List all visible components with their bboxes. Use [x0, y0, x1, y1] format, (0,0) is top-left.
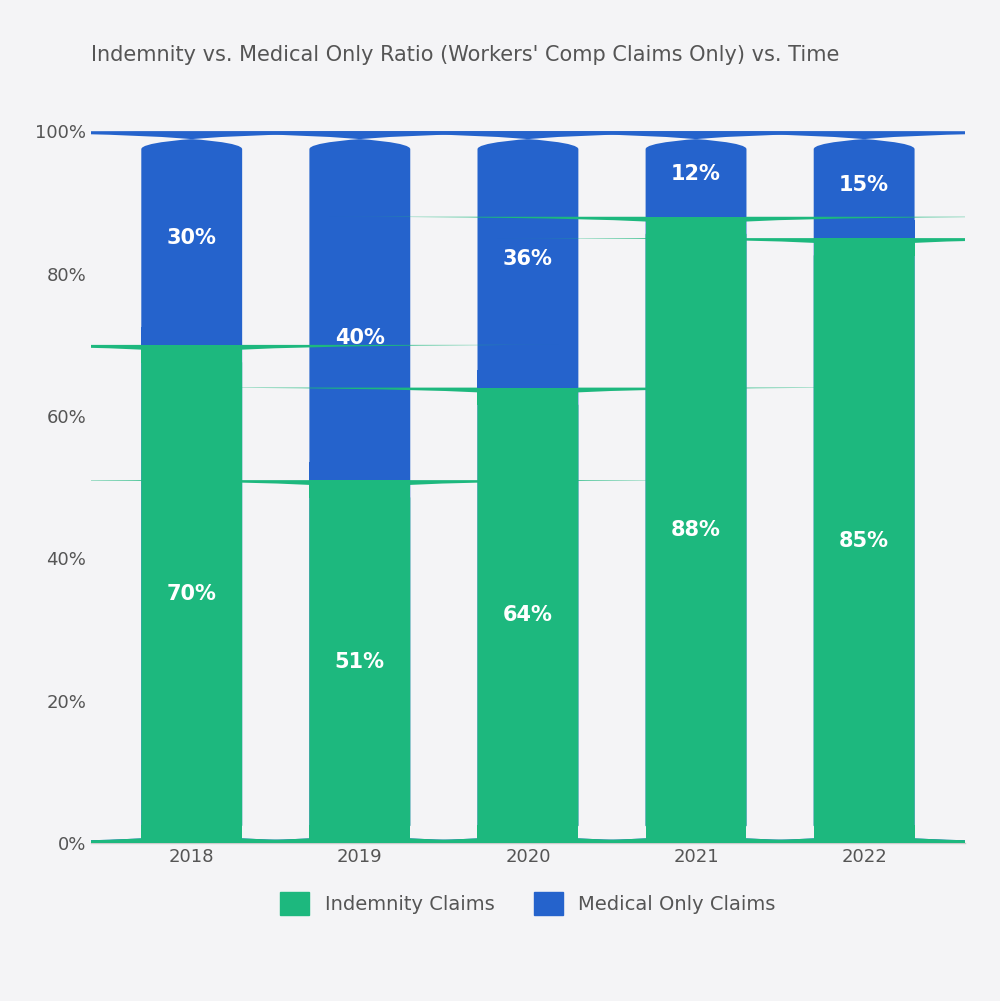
Bar: [646, 199, 746, 217]
Text: 40%: 40%: [335, 327, 385, 347]
FancyBboxPatch shape: [0, 480, 730, 843]
Text: 36%: 36%: [503, 249, 553, 269]
Text: 88%: 88%: [671, 520, 721, 540]
Bar: [141, 327, 242, 345]
Text: 51%: 51%: [335, 652, 385, 672]
FancyBboxPatch shape: [158, 131, 898, 843]
Text: 12%: 12%: [671, 164, 721, 184]
Bar: [477, 387, 578, 405]
Text: Indemnity vs. Medical Only Ratio (Workers' Comp Claims Only) vs. Time: Indemnity vs. Medical Only Ratio (Worker…: [91, 45, 839, 65]
FancyBboxPatch shape: [0, 131, 562, 843]
FancyBboxPatch shape: [326, 217, 1000, 843]
Text: 85%: 85%: [839, 531, 889, 551]
Bar: [646, 217, 746, 234]
FancyBboxPatch shape: [494, 238, 1000, 843]
Bar: [309, 480, 410, 497]
FancyBboxPatch shape: [0, 131, 730, 843]
FancyBboxPatch shape: [494, 131, 1000, 843]
Bar: [141, 826, 242, 843]
Bar: [141, 345, 242, 362]
Text: 30%: 30%: [167, 228, 217, 248]
Bar: [309, 826, 410, 843]
Bar: [309, 462, 410, 480]
Text: 70%: 70%: [167, 584, 217, 604]
Bar: [814, 220, 915, 238]
Bar: [477, 826, 578, 843]
FancyBboxPatch shape: [326, 131, 1000, 843]
FancyBboxPatch shape: [158, 387, 898, 843]
Legend: Indemnity Claims, Medical Only Claims: Indemnity Claims, Medical Only Claims: [272, 884, 783, 923]
Text: 64%: 64%: [503, 606, 553, 626]
Bar: [814, 238, 915, 256]
Bar: [477, 369, 578, 387]
FancyBboxPatch shape: [0, 345, 562, 843]
Bar: [646, 826, 746, 843]
Bar: [814, 826, 915, 843]
Text: 15%: 15%: [839, 175, 889, 195]
